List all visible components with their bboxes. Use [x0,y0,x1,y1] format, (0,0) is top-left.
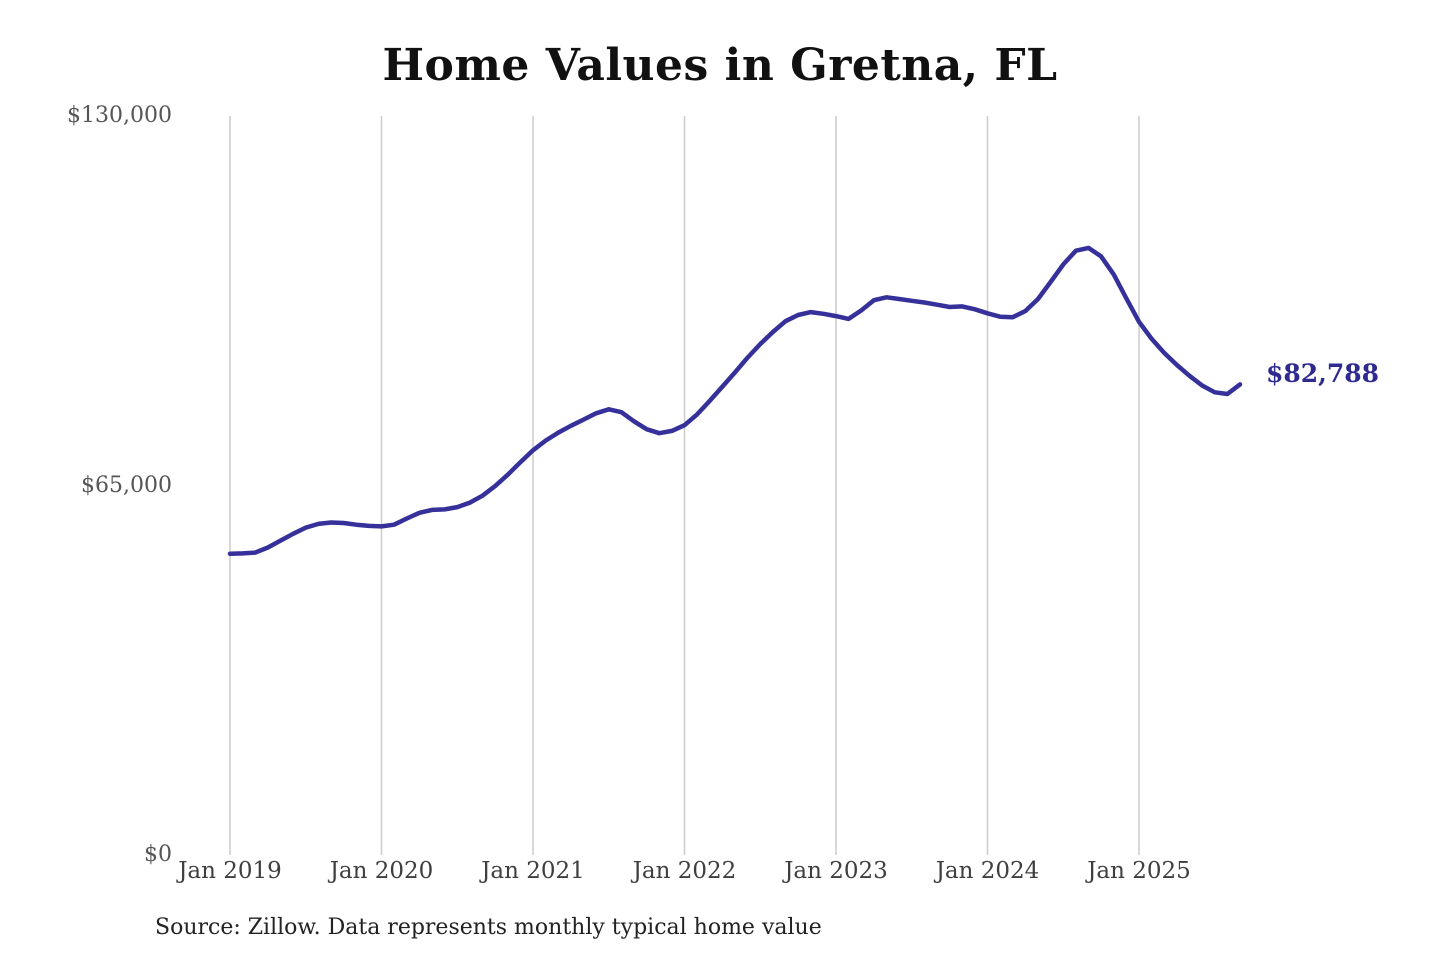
y-tick-label: $0 [144,842,172,867]
x-tick-label: Jan 2021 [481,858,585,884]
x-tick-label: Jan 2023 [784,858,888,884]
y-tick-label: $65,000 [81,472,172,498]
current-value-label: $82,788 [1266,359,1380,389]
x-tick-label: Jan 2020 [329,858,434,884]
x-tick-label: Jan 2025 [1087,858,1191,884]
chart-title: Home Values in Gretna, FL [382,40,1058,91]
y-tick-label: $130,000 [67,103,172,128]
x-tick-label: Jan 2019 [178,858,282,884]
x-tick-label: Jan 2024 [935,858,1040,884]
source-note: Source: Zillow. Data represents monthly … [155,915,822,940]
home-value-line [227,245,1243,556]
x-tick-label: Jan 2022 [632,858,737,884]
